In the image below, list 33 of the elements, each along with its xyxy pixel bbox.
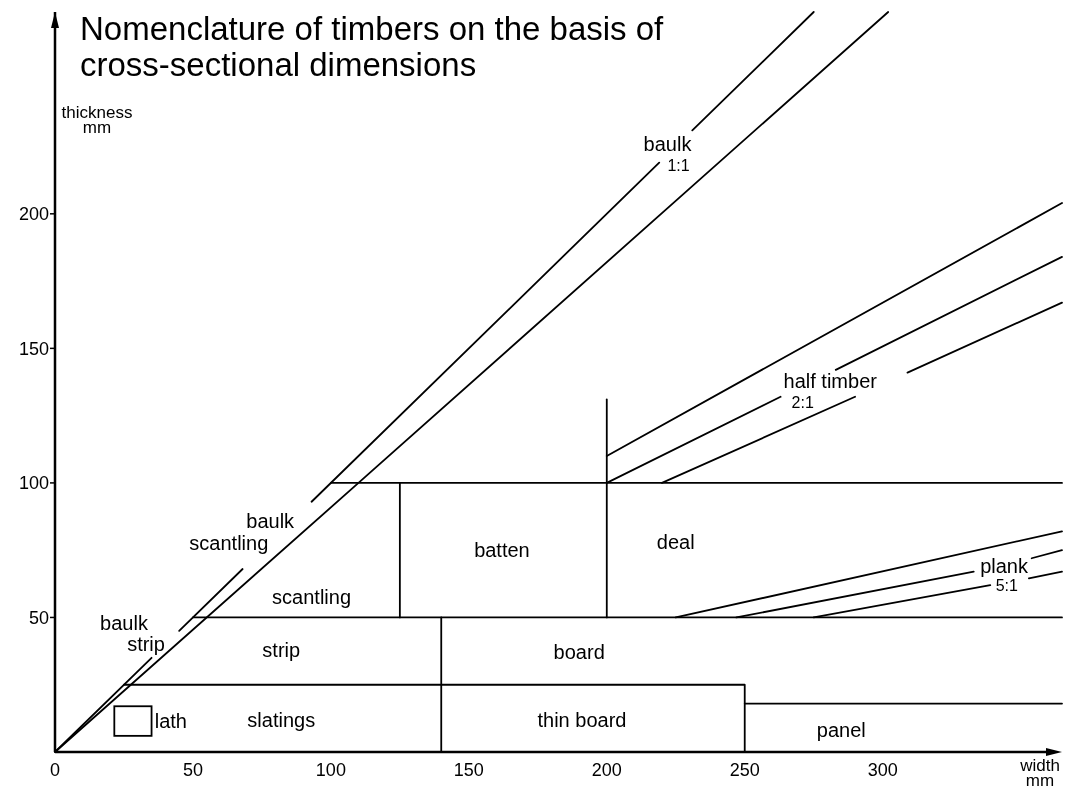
y-tick-label: 150 (18, 338, 49, 359)
x-tick-label: 200 (591, 760, 622, 780)
annotation: 5:1 (995, 576, 1019, 594)
annotation: 1:1 (667, 156, 690, 174)
annotation: batten (474, 539, 530, 562)
annotation: thin board (537, 708, 627, 731)
annotation: scantling (189, 532, 269, 555)
annotation: board (553, 641, 605, 664)
x-tick-label: 0 (49, 760, 61, 780)
x-tick-label: 50 (182, 760, 203, 780)
annotation: lath (154, 709, 187, 732)
x-tick-label: 150 (453, 760, 484, 780)
y-tick-label: 200 (18, 204, 49, 225)
annotation: strip (262, 638, 301, 661)
annotation: half timber (783, 369, 878, 392)
annotation: 2:1 (791, 393, 814, 411)
annotation: baulk (246, 509, 296, 532)
y-axis-title: thickness mm (61, 103, 133, 137)
annotation: deal (656, 531, 695, 554)
x-axis-title: width mm (1019, 756, 1060, 790)
annotation: baulk (100, 611, 149, 634)
y-tick-label: 50 (28, 607, 49, 628)
annotation: baulk (643, 132, 693, 155)
text: Nomenclature of timbers on the basis of cross-sectional dimensions (80, 10, 665, 83)
annotation: scantling (272, 586, 352, 608)
x-tick-label: 250 (729, 760, 760, 780)
annotation: plank (980, 555, 1029, 578)
annotation: panel (816, 718, 866, 741)
x-tick-label: 100 (315, 760, 346, 780)
y-tick-label: 100 (18, 473, 49, 494)
x-tick-label: 300 (867, 760, 898, 780)
annotation: slatings (247, 708, 316, 731)
annotation: strip (127, 633, 165, 656)
